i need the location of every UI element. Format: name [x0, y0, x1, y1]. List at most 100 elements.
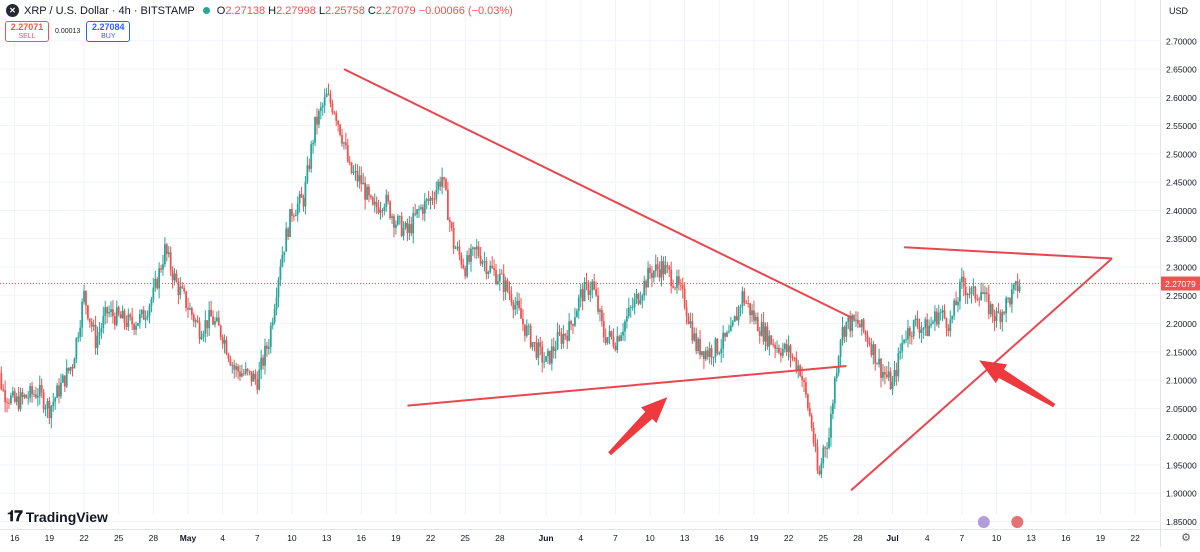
- candle: [154, 271, 156, 292]
- candle: [751, 304, 753, 322]
- candle: [697, 337, 699, 354]
- candle: [616, 326, 618, 353]
- candle: [953, 298, 955, 320]
- candle: [23, 394, 25, 400]
- candle: [911, 331, 913, 344]
- candle: [676, 270, 678, 294]
- candle-body: [204, 320, 206, 333]
- candle: [649, 264, 651, 279]
- candle-body: [220, 326, 222, 337]
- candle-body: [509, 290, 511, 293]
- candle-body: [95, 325, 97, 348]
- candle: [428, 191, 430, 205]
- symbol-title[interactable]: XRP / U.S. Dollar · 4h · BITSTAMP: [24, 5, 195, 17]
- candle-body: [676, 276, 678, 287]
- low-value: 2.25758: [325, 5, 365, 17]
- candle-body: [420, 207, 422, 209]
- candle-body: [459, 247, 461, 255]
- buy-button[interactable]: 2.27084 BUY: [86, 21, 130, 42]
- candle-body: [154, 279, 156, 288]
- candle: [1005, 296, 1007, 323]
- candle: [147, 310, 149, 320]
- candle: [191, 307, 193, 320]
- candle-body: [551, 346, 553, 363]
- candle-body: [984, 293, 986, 295]
- candle-body: [478, 246, 480, 255]
- candle-body: [270, 326, 272, 348]
- candle-body: [688, 316, 690, 324]
- candle-body: [360, 175, 362, 184]
- candle: [549, 351, 551, 366]
- candle: [813, 422, 815, 447]
- tradingview-logo[interactable]: 𝟏𝟕 TradingView: [7, 508, 108, 525]
- candle: [624, 319, 626, 341]
- us-flag-event-icon[interactable]: [1011, 516, 1023, 528]
- candle-body: [973, 287, 975, 288]
- candle-body: [586, 282, 588, 283]
- candle: [104, 301, 106, 325]
- y-tick-label: 2.05000: [1166, 404, 1197, 414]
- candle-body: [485, 261, 487, 274]
- candle: [897, 347, 899, 381]
- trendline: [407, 366, 846, 406]
- candle-body: [905, 339, 907, 340]
- y-tick-label: 1.95000: [1166, 460, 1197, 470]
- candle-body: [782, 349, 784, 356]
- currency-label[interactable]: USD: [1169, 6, 1188, 16]
- candle-body: [759, 331, 761, 335]
- y-tick-label: 1.85000: [1166, 517, 1197, 527]
- candle-body: [407, 223, 409, 233]
- candle: [245, 362, 247, 376]
- candle: [18, 387, 20, 412]
- candle: [204, 310, 206, 342]
- candle: [788, 335, 790, 360]
- candle-body: [389, 201, 391, 217]
- buy-price: 2.27084: [92, 23, 125, 32]
- candle: [653, 270, 655, 283]
- candle: [493, 259, 495, 276]
- candle-body: [258, 370, 260, 390]
- candle-body: [749, 303, 751, 315]
- x-tick-label: 28: [495, 533, 505, 543]
- candle: [896, 363, 898, 386]
- candle-body: [224, 340, 226, 344]
- candle: [358, 166, 360, 189]
- candle-body: [395, 225, 397, 228]
- candle: [254, 369, 256, 385]
- candle: [37, 388, 39, 406]
- candle-body: [120, 314, 122, 318]
- candle: [468, 248, 470, 265]
- candle: [308, 159, 310, 172]
- candle: [961, 268, 963, 289]
- candle-body: [732, 322, 734, 326]
- candle: [387, 191, 389, 204]
- candle-body: [803, 380, 805, 382]
- candle-body: [320, 107, 322, 111]
- candle-body: [124, 311, 126, 323]
- candle-body: [903, 339, 905, 342]
- candle: [668, 265, 670, 277]
- candle: [782, 343, 784, 359]
- candle-body: [555, 349, 557, 351]
- candle-body: [844, 327, 846, 337]
- sell-button[interactable]: 2.27071 SELL: [5, 21, 49, 42]
- candle: [420, 204, 422, 210]
- candle-body: [104, 307, 106, 316]
- candle: [70, 367, 72, 375]
- candle-body: [767, 326, 769, 346]
- candle: [924, 317, 926, 336]
- candle-body: [757, 317, 759, 331]
- candle: [618, 335, 620, 342]
- candle: [761, 314, 763, 337]
- gear-icon[interactable]: ⚙: [1181, 531, 1191, 544]
- candle: [557, 322, 559, 349]
- candle: [478, 241, 480, 258]
- candle-body: [295, 215, 297, 216]
- candle: [2, 384, 4, 392]
- candle-body: [185, 291, 187, 308]
- candle-body: [77, 337, 79, 338]
- candle-body: [203, 334, 205, 338]
- lightning-event-icon[interactable]: [978, 516, 990, 528]
